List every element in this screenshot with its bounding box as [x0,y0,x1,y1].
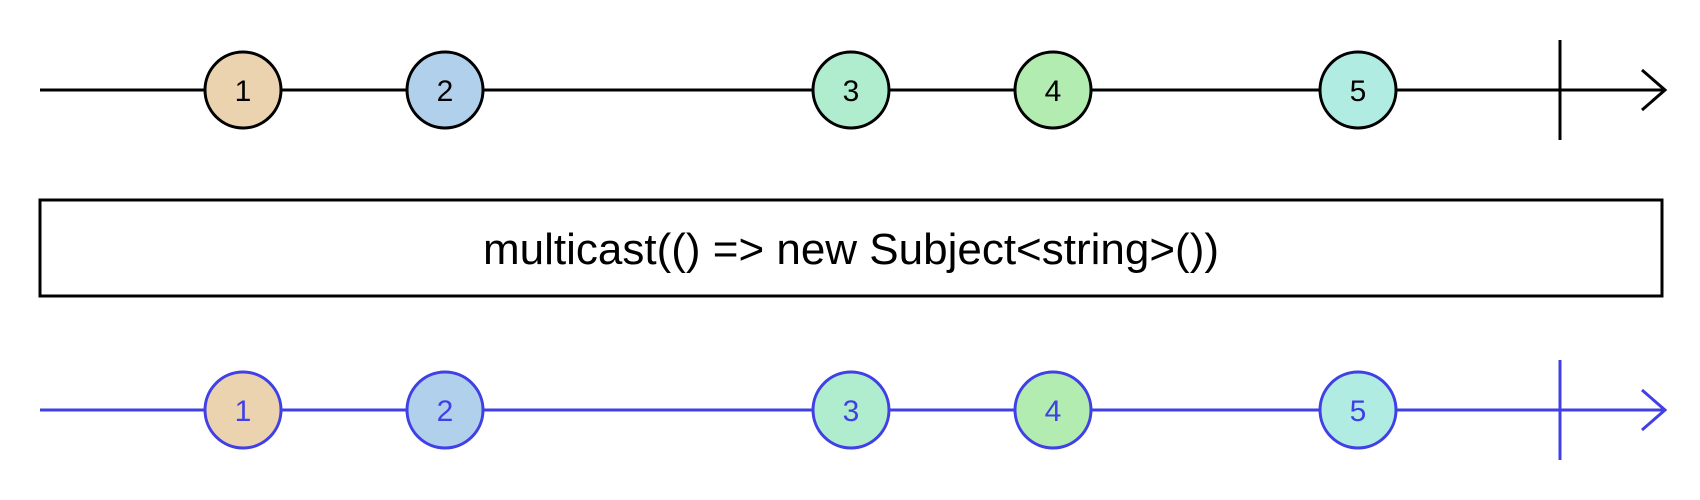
operator-label: multicast(() => new Subject<string>()) [483,225,1219,274]
input-stream: 1 2 3 4 5 [40,40,1668,140]
operator-box [38,198,1664,298]
input-marble-label: 4 [1045,75,1062,108]
input-timeline-arrowhead-icon [1641,68,1668,112]
output-marble: 1 [203,370,283,450]
output-marble-circle [811,370,891,450]
output-marble: 5 [1318,370,1398,450]
input-marble: 3 [811,50,891,130]
output-marble-label: 3 [843,395,860,428]
input-marble: 5 [1318,50,1398,130]
input-marble-label: 1 [235,75,252,108]
output-marble-circle [203,370,283,450]
input-marble-label: 2 [437,75,454,108]
input-marble-circle [203,50,283,130]
output-marble: 3 [811,370,891,450]
input-marble-label: 5 [1350,75,1367,108]
input-marble-circle [1013,50,1093,130]
input-marbles: 1 2 3 4 5 [203,50,1398,130]
output-marble-circle [1013,370,1093,450]
output-marble-label: 5 [1350,395,1367,428]
input-marble-circle [405,50,485,130]
output-timeline-arrowhead-icon [1641,388,1668,432]
output-marble-circle [1318,370,1398,450]
input-marble: 1 [203,50,283,130]
output-marble-label: 2 [437,395,454,428]
output-marble-circle [405,370,485,450]
input-marble-label: 3 [843,75,860,108]
input-marble-circle [811,50,891,130]
output-marble-label: 1 [235,395,252,428]
output-marble-label: 4 [1045,395,1062,428]
output-stream: 1 2 3 4 5 [40,360,1668,460]
operator: multicast(() => new Subject<string>()) [38,198,1664,298]
input-marble: 4 [1013,50,1093,130]
output-marble: 2 [405,370,485,450]
input-marble: 2 [405,50,485,130]
output-marbles: 1 2 3 4 5 [203,370,1398,450]
output-marble: 4 [1013,370,1093,450]
input-marble-circle [1318,50,1398,130]
